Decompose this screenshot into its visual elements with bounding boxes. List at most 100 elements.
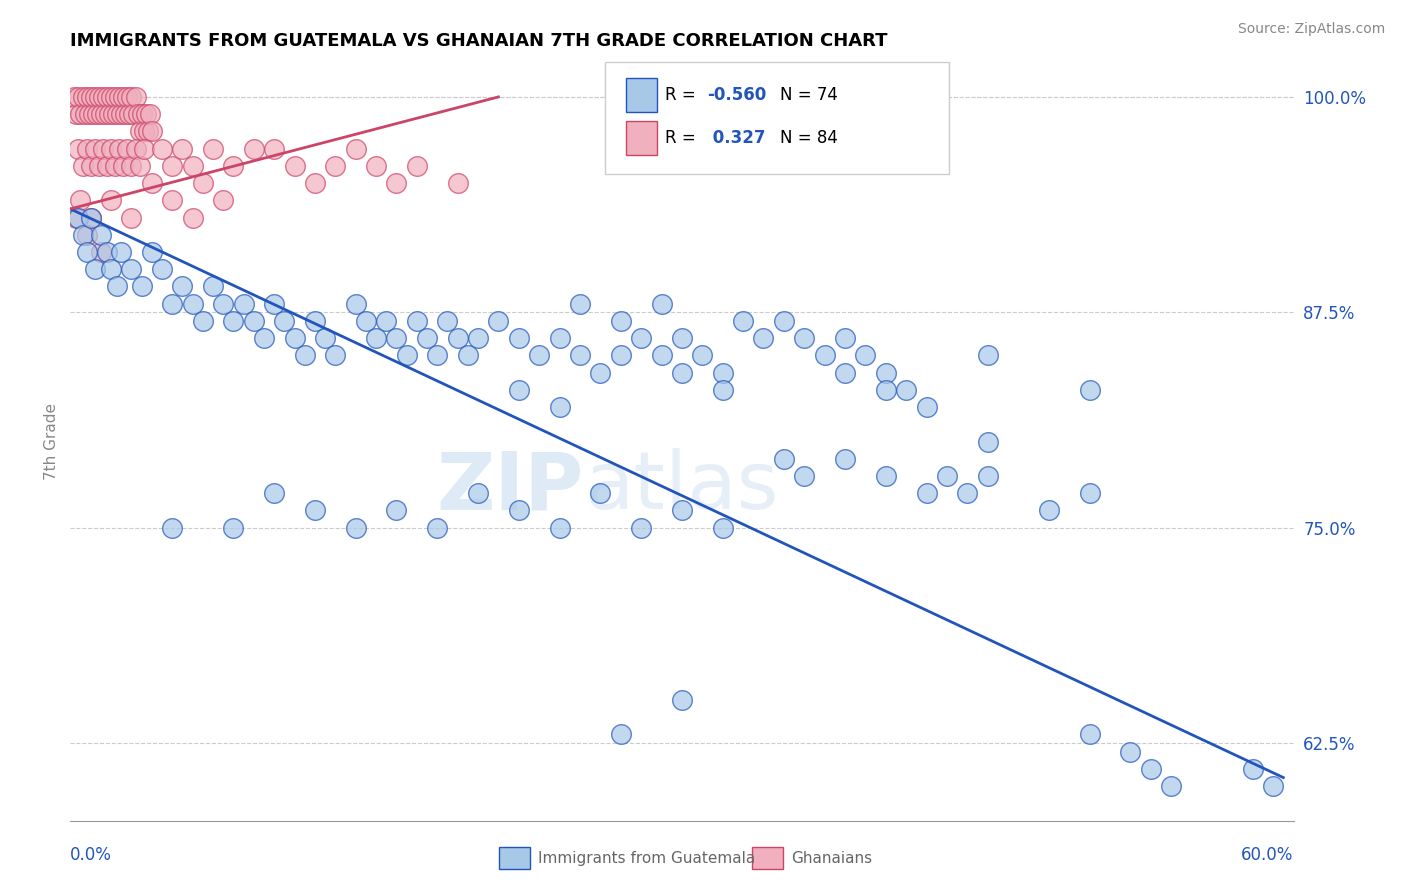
Point	[118, 107, 141, 121]
Point	[90, 244, 112, 259]
Point	[630, 331, 652, 345]
Point	[82, 107, 104, 121]
Point	[63, 90, 86, 104]
Point	[1139, 762, 1161, 776]
Point	[122, 107, 145, 121]
Point	[610, 727, 633, 741]
Point	[243, 314, 266, 328]
Point	[121, 159, 143, 173]
Point	[191, 314, 214, 328]
Point	[692, 348, 714, 362]
Point	[91, 142, 114, 156]
Point	[110, 244, 132, 259]
Point	[385, 503, 408, 517]
Point	[150, 142, 173, 156]
Point	[67, 142, 90, 156]
Point	[406, 159, 429, 173]
Point	[416, 331, 439, 345]
Text: R =: R =	[665, 87, 702, 104]
Point	[508, 383, 530, 397]
Point	[72, 159, 94, 173]
Point	[610, 348, 633, 362]
Point	[87, 90, 110, 104]
Point	[76, 227, 98, 242]
Point	[314, 331, 336, 345]
Point	[150, 262, 173, 277]
Point	[610, 314, 633, 328]
Point	[101, 107, 124, 121]
Point	[212, 296, 235, 310]
Text: 0.327: 0.327	[707, 129, 766, 147]
Point	[112, 159, 135, 173]
Point	[96, 159, 118, 173]
Point	[131, 107, 153, 121]
Point	[1241, 762, 1264, 776]
Point	[834, 331, 856, 345]
Point	[72, 90, 94, 104]
Point	[447, 176, 470, 190]
Point	[79, 159, 103, 173]
Point	[105, 279, 128, 293]
Point	[121, 90, 143, 104]
Point	[108, 90, 131, 104]
Point	[273, 314, 295, 328]
Point	[69, 107, 91, 121]
Point	[127, 107, 149, 121]
Point	[76, 244, 98, 259]
Point	[529, 348, 551, 362]
Point	[467, 486, 489, 500]
Point	[65, 211, 87, 225]
Point	[793, 469, 815, 483]
Point	[915, 400, 938, 414]
Point	[141, 176, 163, 190]
Point	[671, 693, 693, 707]
Point	[304, 314, 326, 328]
Point	[263, 486, 285, 500]
Point	[76, 142, 98, 156]
Point	[813, 348, 835, 362]
Point	[181, 296, 204, 310]
Point	[344, 142, 367, 156]
Point	[141, 244, 163, 259]
Point	[128, 159, 150, 173]
Point	[548, 331, 571, 345]
Point	[162, 194, 183, 208]
Point	[294, 348, 316, 362]
Point	[65, 107, 87, 121]
Text: Immigrants from Guatemala: Immigrants from Guatemala	[538, 851, 756, 865]
Point	[976, 469, 998, 483]
Point	[263, 142, 285, 156]
Point	[976, 348, 998, 362]
Point	[202, 279, 225, 293]
Point	[711, 366, 734, 380]
Point	[114, 107, 136, 121]
Point	[436, 314, 458, 328]
Point	[1160, 779, 1182, 793]
Point	[671, 366, 693, 380]
Point	[304, 503, 326, 517]
Point	[162, 159, 183, 173]
Point	[104, 159, 127, 173]
Point	[263, 296, 285, 310]
Text: IMMIGRANTS FROM GUATEMALA VS GHANAIAN 7TH GRADE CORRELATION CHART: IMMIGRANTS FROM GUATEMALA VS GHANAIAN 7T…	[70, 32, 887, 50]
Point	[630, 521, 652, 535]
Point	[87, 159, 110, 173]
Point	[83, 262, 105, 277]
Point	[1263, 779, 1285, 793]
Point	[395, 348, 418, 362]
Point	[650, 348, 672, 362]
Point	[956, 486, 979, 500]
Point	[212, 194, 235, 208]
Point	[86, 107, 108, 121]
Point	[568, 296, 592, 310]
Point	[548, 521, 571, 535]
Text: N = 84: N = 84	[780, 129, 838, 147]
Point	[110, 107, 132, 121]
Point	[589, 486, 612, 500]
Point	[488, 314, 510, 328]
Point	[793, 331, 815, 345]
Point	[375, 314, 398, 328]
Point	[83, 90, 105, 104]
Point	[894, 383, 917, 397]
Point	[96, 244, 118, 259]
